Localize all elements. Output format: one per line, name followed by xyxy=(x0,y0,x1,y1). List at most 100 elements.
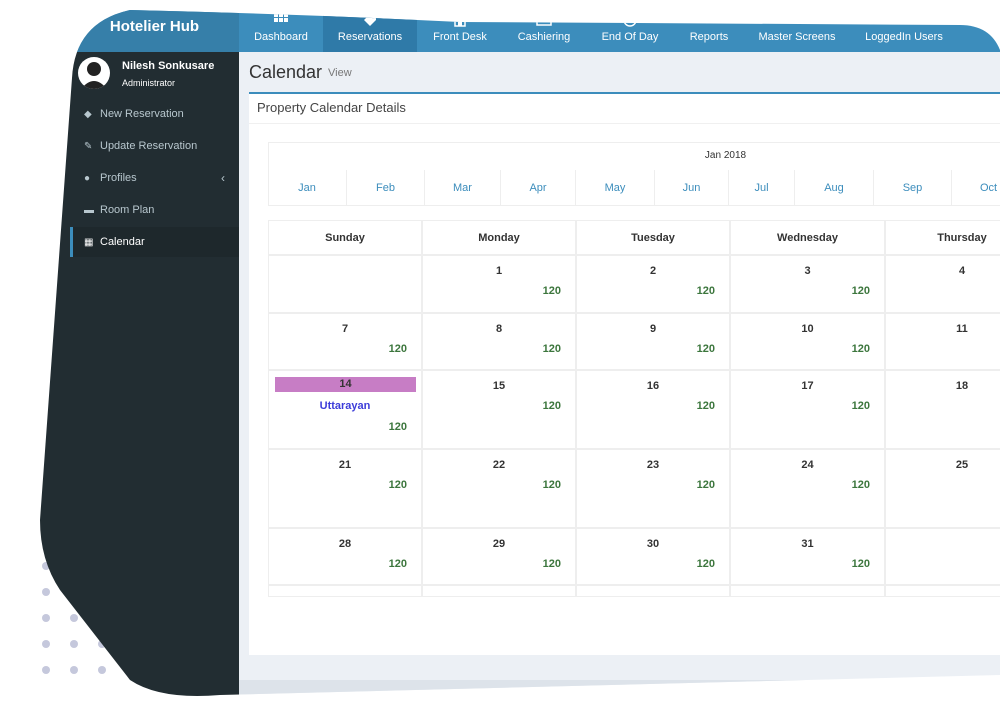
calendar-day-cell xyxy=(730,585,885,597)
calendar-day-cell[interactable]: 25 xyxy=(885,449,1000,528)
cash-icon xyxy=(536,12,552,28)
calendar-day-cell[interactable]: 18 xyxy=(885,370,1000,449)
calendar-day-cell[interactable]: 14 Uttarayan 120 xyxy=(268,370,422,449)
month-aug[interactable]: Aug xyxy=(794,170,873,206)
calendar-day-cell xyxy=(422,585,576,597)
availability-count: 120 xyxy=(542,400,561,412)
nav-reservations[interactable]: Reservations xyxy=(323,0,417,52)
calendar-day-cell[interactable]: 28 120 xyxy=(268,528,422,585)
availability-count: 120 xyxy=(388,479,407,491)
bed-icon: ▬ xyxy=(84,204,94,216)
calendar-day-cell[interactable]: 16 120 xyxy=(576,370,730,449)
clock-icon xyxy=(622,12,638,28)
sidebar-item-calendar[interactable]: ▦ Calendar xyxy=(70,227,239,257)
calendar-day-cell[interactable] xyxy=(885,528,1000,585)
month-mar[interactable]: Mar xyxy=(424,170,500,206)
day-number: 3 xyxy=(804,265,811,277)
calendar-day-cell[interactable]: 9 120 xyxy=(576,313,730,370)
calendar-day-cell[interactable]: 23 120 xyxy=(576,449,730,528)
calendar-day-cell[interactable]: 4 xyxy=(885,255,1000,313)
calendar-day-cell[interactable]: 10 120 xyxy=(730,313,885,370)
calendar-day-cell[interactable]: 7 120 xyxy=(268,313,422,370)
month-jul[interactable]: Jul xyxy=(728,170,794,206)
day-number: 4 xyxy=(958,265,966,277)
availability-count: 120 xyxy=(851,558,870,570)
page-title: Calendar xyxy=(249,62,323,82)
calendar-day-cell[interactable]: 17 120 xyxy=(730,370,885,449)
calendar-day-cell xyxy=(268,585,422,597)
day-number: 25 xyxy=(955,459,969,471)
availability-count: 120 xyxy=(696,479,715,491)
month-feb[interactable]: Feb xyxy=(346,170,424,206)
nav-reports[interactable]: Reports xyxy=(675,0,743,52)
month-oct[interactable]: Oct xyxy=(951,170,1000,206)
availability-count: 120 xyxy=(696,285,715,297)
nav-label: Cashiering xyxy=(517,31,571,43)
day-header-sunday: Sunday xyxy=(268,220,422,255)
day-number: 22 xyxy=(492,459,506,471)
nav-label: Reservations xyxy=(337,31,403,43)
calendar-day-cell[interactable]: 1 120 xyxy=(422,255,576,313)
availability-count: 120 xyxy=(542,285,561,297)
nav-label: End Of Day xyxy=(601,31,659,43)
calendar-day-cell[interactable] xyxy=(268,255,422,313)
calendar-day-cell[interactable]: 24 120 xyxy=(730,449,885,528)
nav-label: LoggedIn Users xyxy=(865,31,943,43)
brand-logo[interactable]: Hotelier Hub xyxy=(70,0,239,52)
nav-master-screens[interactable]: Master Screens xyxy=(743,0,851,52)
highlighted-day-number: 14 xyxy=(275,377,416,392)
page-subtitle: View xyxy=(328,67,352,79)
user-panel: Nilesh Sonkusare Administrator xyxy=(70,52,239,98)
avatar xyxy=(78,57,110,89)
calendar-day-cell[interactable]: 31 120 xyxy=(730,528,885,585)
sidebar-item-profiles[interactable]: ● Profiles ‹ xyxy=(70,163,239,193)
sidebar-item-new-reservation[interactable]: ◆ New Reservation xyxy=(70,99,239,129)
day-number: 31 xyxy=(801,538,814,550)
nav-cashiering[interactable]: Cashiering xyxy=(503,0,585,52)
day-number: 9 xyxy=(649,323,657,335)
month-selector xyxy=(268,142,1000,206)
month-jan[interactable]: Jan xyxy=(298,182,316,194)
calendar-day-cell[interactable]: 11 xyxy=(885,313,1000,370)
nav-label: Front Desk xyxy=(433,31,487,43)
nav-loggedin-users[interactable]: LoggedIn Users xyxy=(851,0,957,52)
availability-count: 120 xyxy=(851,343,870,355)
event-label[interactable]: Uttarayan xyxy=(319,400,371,412)
day-header-tuesday: Tuesday xyxy=(576,220,730,255)
sidebar-item-label: Update Reservation xyxy=(100,140,198,152)
calendar-day-cell[interactable]: 22 120 xyxy=(422,449,576,528)
sidebar-item-label: Calendar xyxy=(100,236,145,248)
day-number: 8 xyxy=(495,323,503,335)
availability-count: 120 xyxy=(542,479,561,491)
calendar-day-cell[interactable]: 30 120 xyxy=(576,528,730,585)
sidebar-item-update-reservation[interactable]: ✎ Update Reservation xyxy=(70,131,239,161)
availability-count: 120 xyxy=(542,558,561,570)
day-header-wednesday: Wednesday xyxy=(730,220,885,255)
sidebar-item-label: New Reservation xyxy=(100,108,184,120)
nav-front-desk[interactable]: Front Desk xyxy=(417,0,503,52)
month-apr[interactable]: Apr xyxy=(500,170,575,206)
edit-icon: ✎ xyxy=(84,140,93,152)
calendar-day-cell[interactable]: 2 120 xyxy=(576,255,730,313)
user-role: Administrator xyxy=(122,78,176,88)
availability-count: 120 xyxy=(388,343,407,355)
calendar-day-cell[interactable]: 8 120 xyxy=(422,313,576,370)
sidebar-item-room-plan[interactable]: ▬ Room Plan xyxy=(70,195,239,225)
month-sep[interactable]: Sep xyxy=(873,170,951,206)
user-icon: ● xyxy=(84,172,91,184)
calendar-day-cell[interactable]: 3 120 xyxy=(730,255,885,313)
calendar-day-cell[interactable]: 15 120 xyxy=(422,370,576,449)
building-icon xyxy=(452,12,468,28)
sidebar-item-label: Profiles xyxy=(100,172,137,184)
day-number: 2 xyxy=(649,265,657,277)
tag-icon xyxy=(362,12,378,28)
month-jun[interactable]: Jun xyxy=(654,170,728,206)
nav-dashboard[interactable]: Dashboard xyxy=(239,0,323,52)
nav-end-of-day[interactable]: End Of Day xyxy=(585,0,675,52)
day-number: 30 xyxy=(646,538,660,550)
calendar-day-cell[interactable]: 21 120 xyxy=(268,449,422,528)
calendar-day-cell[interactable]: 29 120 xyxy=(422,528,576,585)
month-may[interactable]: May xyxy=(575,170,654,206)
